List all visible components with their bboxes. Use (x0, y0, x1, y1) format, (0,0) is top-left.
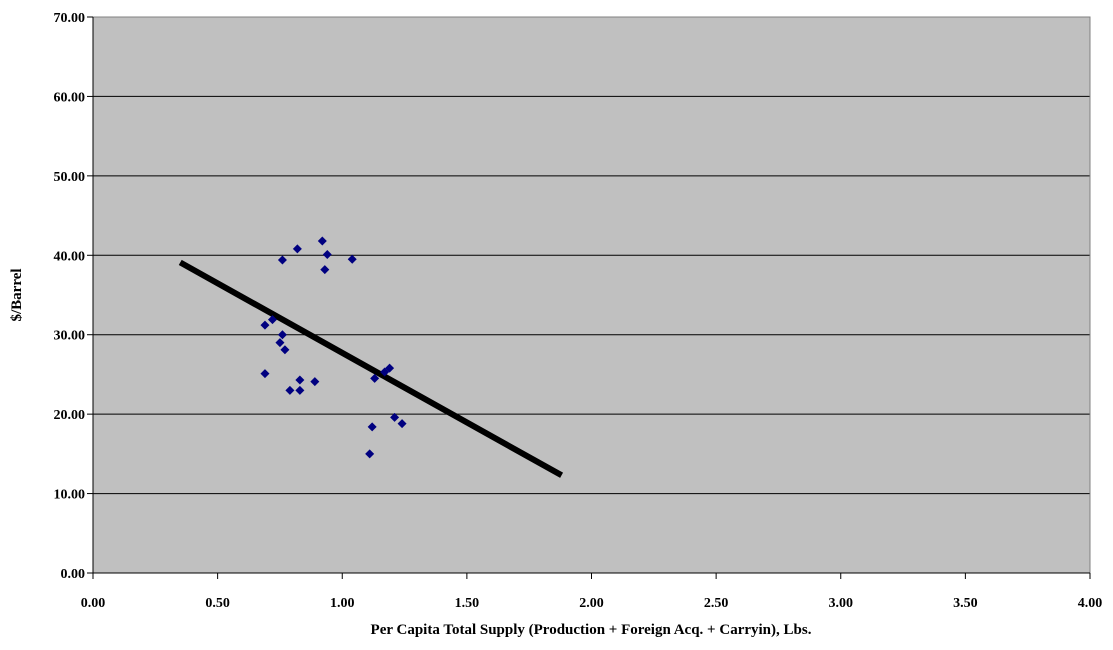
x-axis-ticks: 0.00 0.50 1.00 1.50 2.00 2.50 3.00 3.50 4.00 (81, 573, 1103, 611)
trendline (178, 259, 564, 478)
x-tick-label: 0.00 (81, 596, 106, 611)
x-axis-title: Per Capita Total Supply (Production + Fo… (371, 622, 812, 638)
data-point (322, 249, 332, 259)
data-point (370, 373, 380, 383)
data-point (347, 254, 357, 264)
y-axis-ticks: 0.00 10.00 20.00 30.00 40.00 50.00 60.00 70.00 (54, 11, 93, 582)
data-point (397, 419, 407, 429)
x-tick-label: 3.00 (829, 596, 854, 611)
data-point (365, 449, 375, 459)
data-points (260, 236, 407, 459)
y-axis-title: $/Barrel (9, 268, 25, 321)
y-tick-label: 50.00 (54, 170, 86, 185)
data-point (260, 369, 270, 379)
data-point (295, 385, 305, 395)
y-tick-label: 40.00 (54, 249, 86, 264)
data-point (260, 320, 270, 330)
plot-area (93, 17, 1090, 573)
y-tick-label: 20.00 (54, 408, 86, 423)
data-point (320, 265, 330, 275)
data-point (367, 422, 377, 432)
y-tick-label: 70.00 (54, 11, 86, 26)
y-tick-label: 10.00 (54, 488, 86, 503)
data-point (295, 375, 305, 385)
data-point (277, 330, 287, 340)
data-point (277, 255, 287, 265)
trendline-group (178, 259, 564, 478)
x-tick-label: 2.50 (704, 596, 729, 611)
data-point (280, 345, 290, 355)
x-tick-label: 1.50 (455, 596, 480, 611)
x-tick-label: 2.00 (579, 596, 604, 611)
data-point (267, 315, 277, 325)
data-point (292, 244, 302, 254)
x-tick-label: 1.00 (330, 596, 355, 611)
y-tick-label: 0.00 (61, 567, 86, 582)
data-point (317, 236, 327, 246)
x-tick-label: 3.50 (953, 596, 978, 611)
data-point (390, 412, 400, 422)
x-tick-label: 4.00 (1078, 596, 1103, 611)
y-tick-label: 30.00 (54, 329, 86, 344)
y-tick-label: 60.00 (54, 90, 86, 105)
x-tick-label: 0.50 (205, 596, 230, 611)
data-point (285, 385, 295, 395)
data-point (275, 338, 285, 348)
data-point (310, 377, 320, 387)
data-point (385, 363, 395, 373)
